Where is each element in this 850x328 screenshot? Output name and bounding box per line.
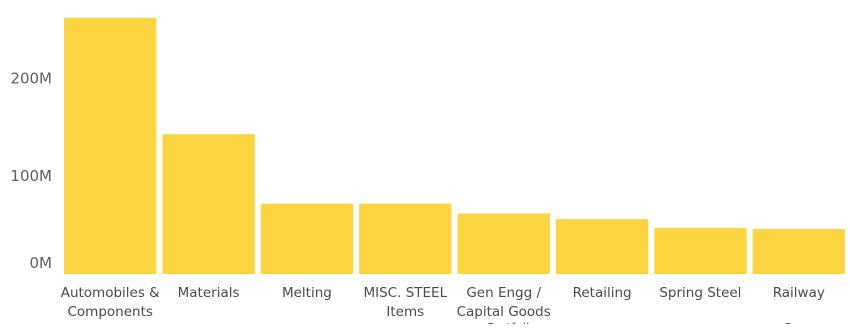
x-axis: Automobiles & Components Materials Melting M… bbox=[61, 285, 825, 320]
y-axis: 0M 100M 200M bbox=[10, 69, 52, 272]
x-tick-label: Materials bbox=[178, 285, 240, 301]
bar[interactable] bbox=[359, 203, 452, 274]
y-tick-label: 0M bbox=[30, 254, 53, 272]
x-tick-label: Melting bbox=[282, 285, 332, 301]
bar[interactable] bbox=[457, 213, 550, 274]
bar[interactable] bbox=[162, 134, 255, 274]
x-tick-label: Retailing bbox=[573, 285, 632, 301]
x-tick-label: Automobiles & Components bbox=[61, 285, 160, 320]
y-tick-label: 100M bbox=[10, 167, 52, 185]
x-tick-label: MISC. STEEL Items bbox=[363, 285, 447, 320]
bar[interactable] bbox=[752, 229, 845, 274]
x-tick-label: Railway bbox=[773, 285, 825, 301]
y-tick-label: 200M bbox=[10, 69, 52, 87]
bar[interactable] bbox=[555, 219, 649, 274]
bars-group bbox=[64, 17, 845, 275]
x-tick-label: Gen Engg / Capital Goods bbox=[457, 285, 551, 320]
bar[interactable] bbox=[260, 203, 354, 274]
bar[interactable] bbox=[654, 228, 747, 274]
bar[interactable] bbox=[64, 17, 157, 275]
x-tick-label: Spring Steel bbox=[659, 285, 741, 301]
